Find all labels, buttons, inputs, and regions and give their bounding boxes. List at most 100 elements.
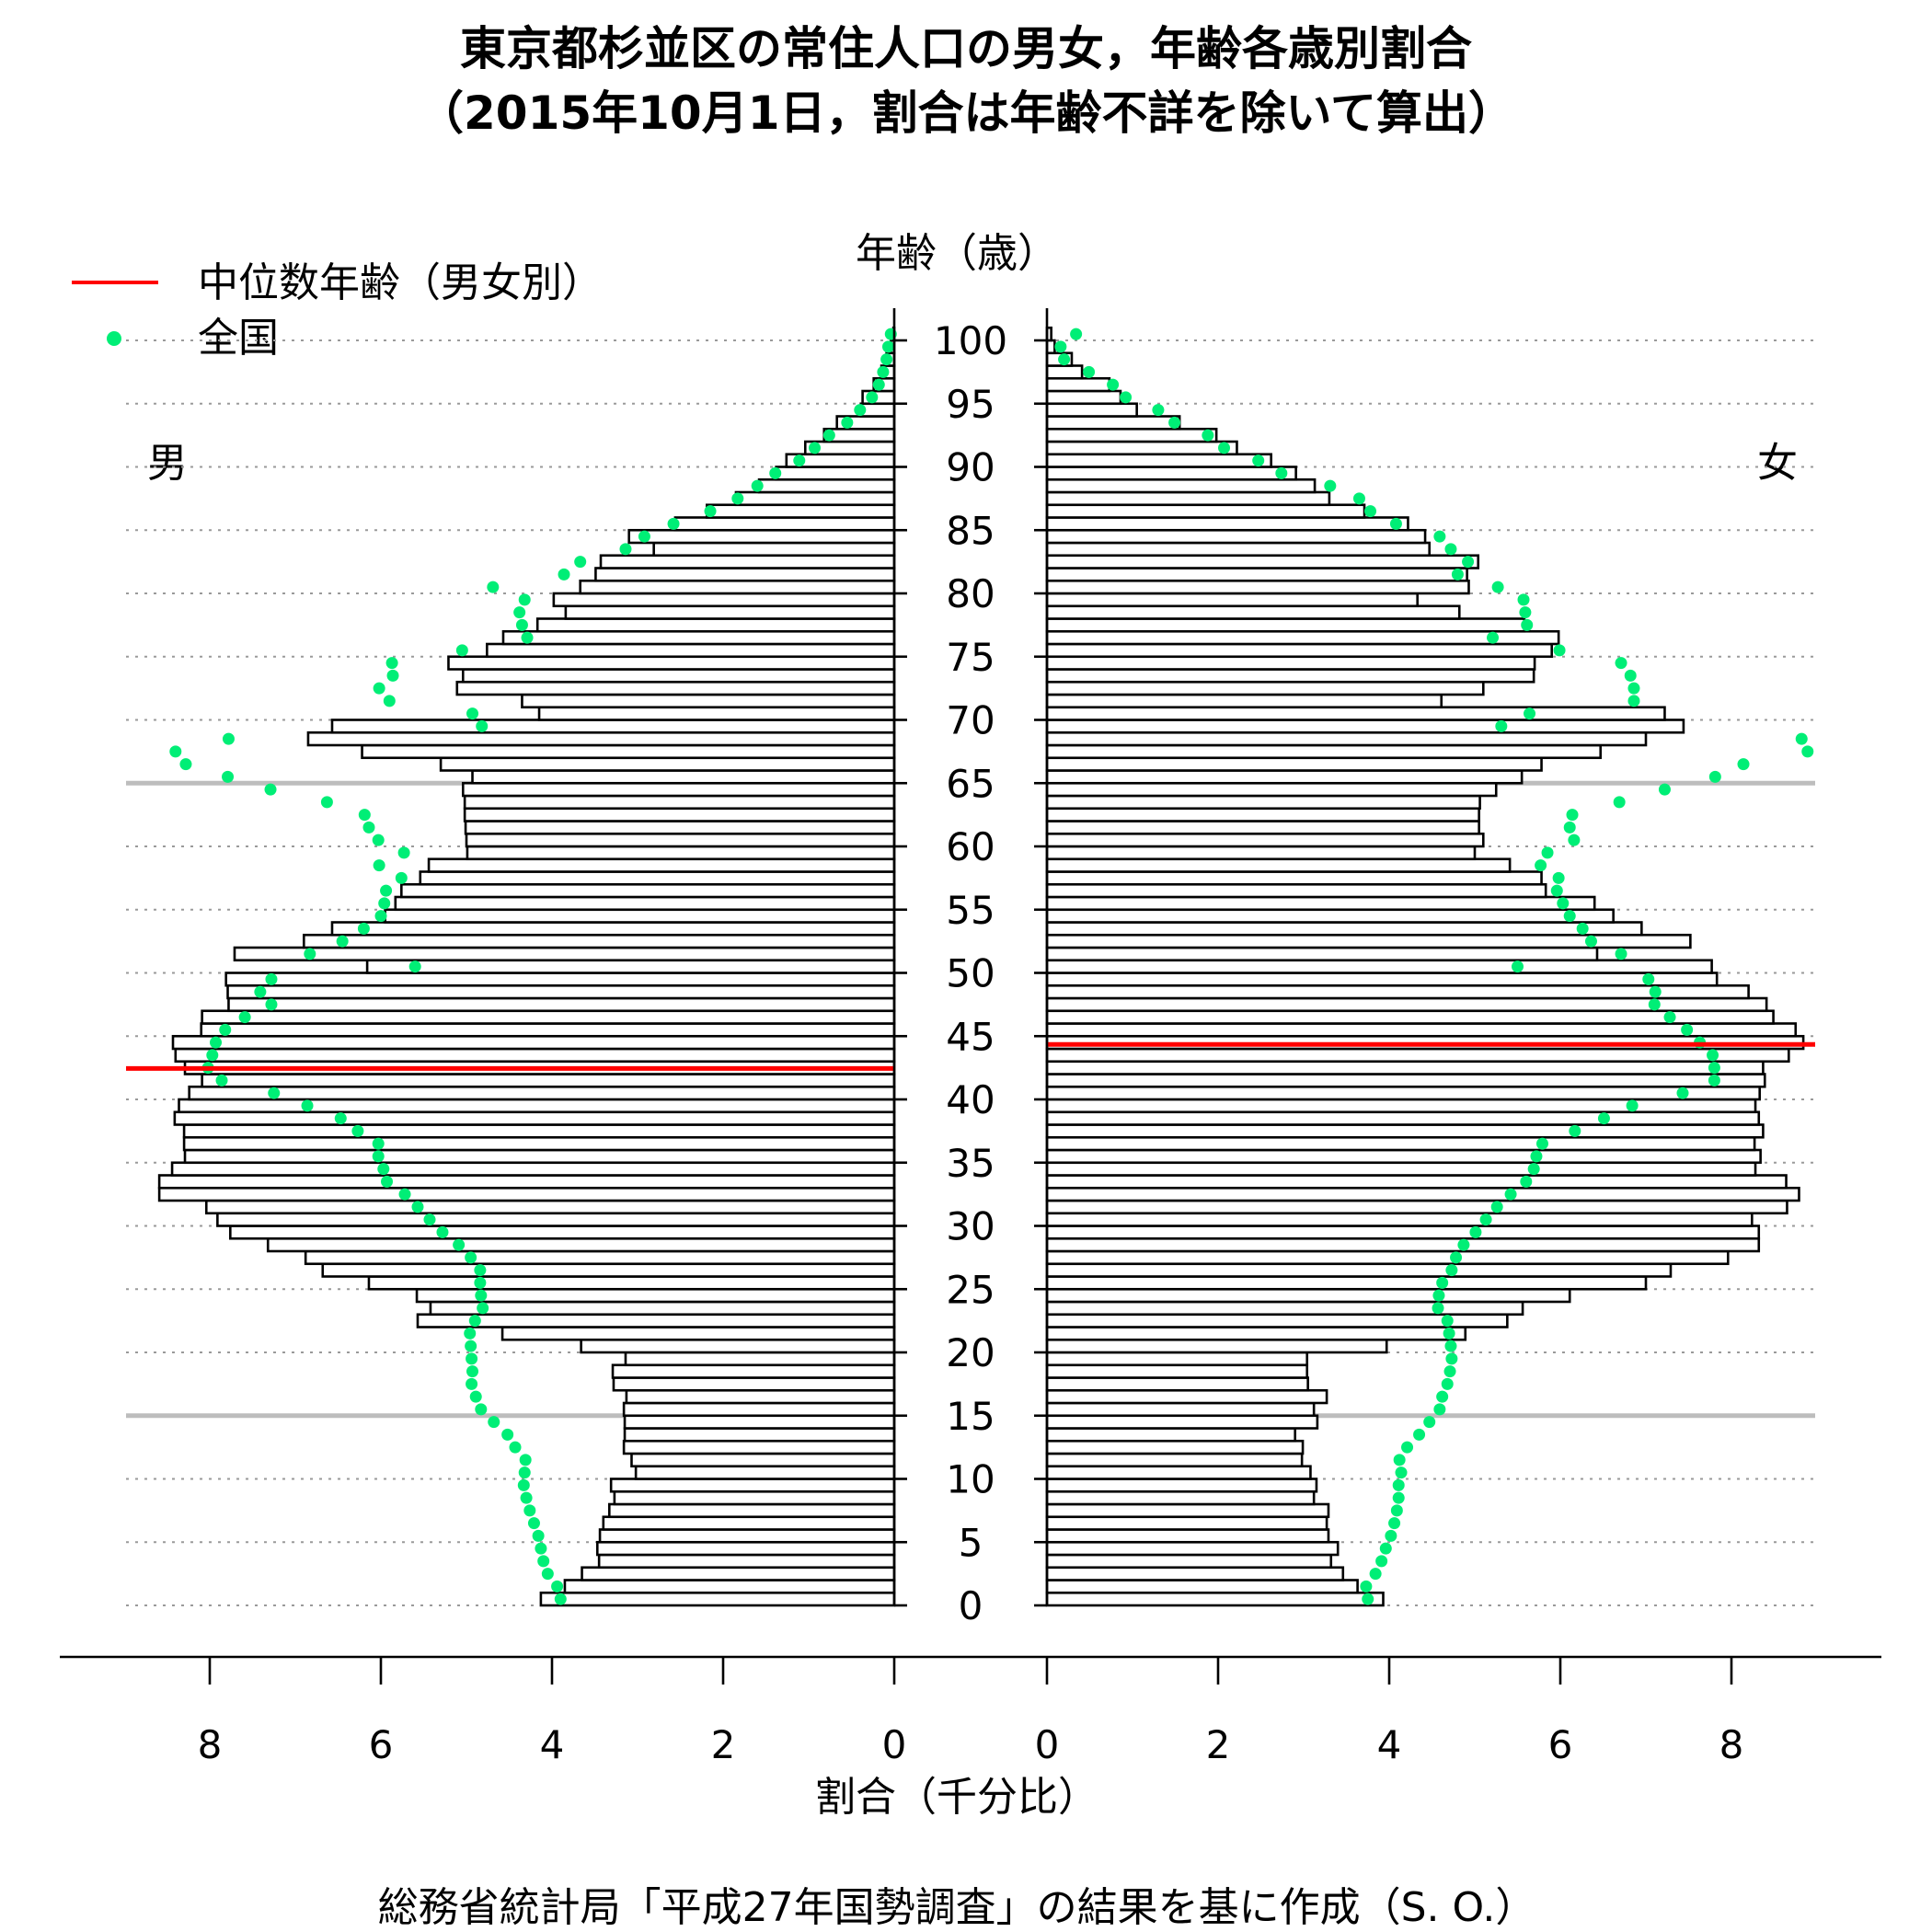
national-dot-male [877,365,890,378]
male-panel-label: 男 [147,440,188,487]
national-dot-male [372,1150,385,1163]
female-bar [1045,870,1543,886]
national-dot-female [1795,732,1808,745]
national-dot-male [380,884,393,897]
national-dot-female [1707,1049,1719,1062]
national-dot-male [751,479,764,492]
national-dot-male [320,796,333,809]
female-bar [1045,680,1485,696]
female-bar [1045,1110,1761,1126]
national-dot-male [179,758,192,771]
male-bar [427,857,896,873]
national-dot-male [465,1251,477,1264]
male-bar [367,1275,896,1291]
age-tick-label: 65 [946,761,995,806]
national-dot-female [1566,809,1579,822]
national-dot-female [1275,466,1288,479]
national-dot-female [1445,1352,1458,1365]
national-dot-male [466,1365,479,1378]
national-dot-female [1413,1428,1426,1441]
male-bar [623,1427,896,1443]
x-tick-label-female: 2 [1206,1722,1231,1767]
national-dot-male [872,378,885,391]
male-bar [304,1249,896,1266]
female-bar [1045,364,1084,380]
female-bar [1045,1326,1467,1341]
male-bar [486,642,896,659]
male-bar [321,1262,896,1278]
male-bar [579,579,896,595]
national-dot-female [1392,1491,1405,1504]
national-dot-female [1444,543,1457,556]
national-dot-male [408,960,421,973]
male-bar [598,1528,896,1544]
male-bar [416,1313,896,1328]
male-bar [539,1591,896,1607]
male-bar [624,1351,896,1367]
national-dot-female [1557,897,1570,910]
male-bar [611,1363,896,1379]
male-bar [384,908,896,924]
national-dot-female [1552,871,1565,884]
national-dot-female [1642,972,1655,985]
female-bar [1045,832,1485,848]
male-bar [500,1326,896,1341]
x-tick-label-female: 6 [1548,1722,1573,1767]
national-dot-male [411,1201,424,1213]
male-bar [535,617,896,633]
male-bar [471,769,896,785]
female-bar [1045,1553,1333,1570]
female-bar [1045,1262,1673,1278]
female-panel-label: 女 [1757,440,1798,487]
national-dot-male [254,985,267,998]
national-dot-male [513,606,526,619]
male-bar [463,794,896,811]
male-bar [706,503,896,519]
male-bar [652,541,896,558]
male-bar [330,719,896,734]
national-dot-female [1433,530,1446,543]
national-dot-male [423,1213,436,1226]
national-dot-male [385,657,398,670]
national-dot-male [488,1416,500,1429]
female-bar [1045,642,1554,659]
national-dot-female [1801,745,1814,758]
age-tick-label: 35 [946,1141,995,1186]
female-bar [1045,440,1238,456]
national-dot-male [527,1517,540,1530]
national-dot-male [537,1555,550,1568]
male-bar [630,1452,896,1468]
chart-subtitle: （2015年10月1日，割合は年齢不詳を除いて算出） [418,86,1514,140]
female-bar [1045,503,1366,519]
male-bar [227,996,896,1013]
national-dot-male [358,809,371,822]
x-tick-label-male: 4 [540,1722,565,1767]
national-dot-male [466,1352,478,1365]
national-dot-female [1521,618,1534,631]
national-dot-male [704,505,717,518]
national-dot-male [769,466,782,479]
male-bar [226,983,896,1000]
national-dot-male [268,1087,281,1099]
female-bar [1045,1174,1788,1190]
national-dot-female [1624,669,1637,682]
female-bar [1045,541,1432,558]
male-bar [581,1566,896,1581]
chart-header: 東京都杉並区の常住人口の男女，年齢各歳別割合 （2015年10月1日，割合は年齢… [418,22,1514,140]
national-dot-male [304,948,316,960]
national-dot-female [1441,1377,1454,1390]
female-bar [1045,1452,1304,1468]
male-bar [361,743,896,760]
national-dot-male [517,1478,530,1491]
male-bar [757,477,896,494]
national-dot-male [558,568,570,581]
legend: 中位数年齢（男女別） 全国 [72,259,603,362]
female-bar [1045,1414,1319,1430]
age-tick-label: 85 [946,508,995,553]
national-dot-female [1443,1327,1455,1340]
female-bar [1045,1502,1330,1519]
national-dot-male [206,1049,219,1062]
female-bar [1045,415,1181,431]
male-bar [597,1553,896,1570]
female-bar [1045,490,1331,507]
